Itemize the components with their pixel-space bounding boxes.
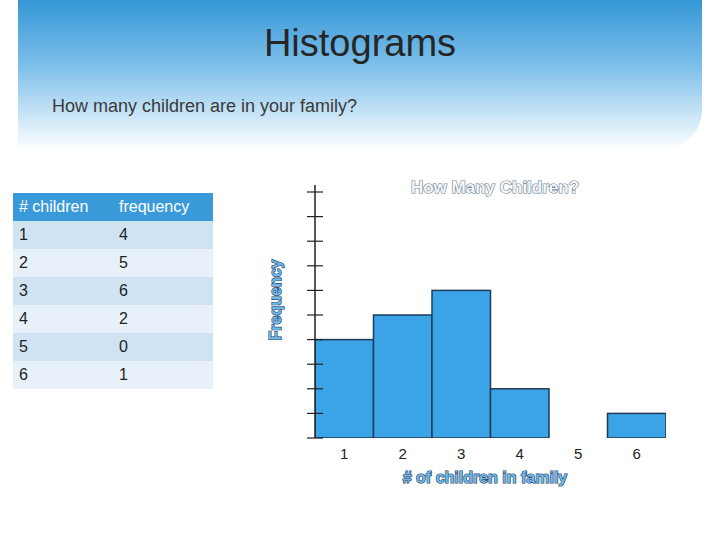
- table-cell: 5: [13, 333, 113, 361]
- table-cell: 6: [13, 361, 113, 389]
- y-tick: [307, 290, 323, 291]
- histogram-bar: [549, 437, 608, 438]
- bars: [315, 290, 666, 438]
- slide-title: Histograms: [0, 22, 720, 65]
- y-axis-label: Frequency: [267, 259, 284, 340]
- histogram-bar: [374, 315, 433, 438]
- y-tick: [307, 388, 323, 389]
- x-tick-label: 3: [457, 445, 465, 462]
- y-tick: [307, 413, 323, 414]
- header-cell: # children: [13, 193, 113, 221]
- histogram-bar: [491, 389, 550, 438]
- table-header: # childrenfrequency: [13, 193, 213, 221]
- table-row: 25: [13, 249, 213, 277]
- table-cell: 6: [113, 277, 213, 305]
- x-tick-label: 5: [574, 445, 582, 462]
- y-tick: [307, 241, 323, 242]
- table-cell: 5: [113, 249, 213, 277]
- table-row: 61: [13, 361, 213, 389]
- x-axis-label: # of children in family: [403, 469, 568, 486]
- y-tick: [307, 364, 323, 365]
- x-tick-label: 6: [633, 445, 641, 462]
- table-cell: 0: [113, 333, 213, 361]
- table-row: 50: [13, 333, 213, 361]
- y-tick: [307, 437, 323, 438]
- table-row: 14: [13, 221, 213, 249]
- table-cell: 2: [113, 305, 213, 333]
- chart: 123456How Many Children?# of children in…: [0, 0, 720, 540]
- histogram-bar: [608, 413, 667, 438]
- table-cell: 1: [113, 361, 213, 389]
- histogram-bar: [315, 340, 374, 438]
- x-tick-label: 4: [516, 445, 524, 462]
- table-row: 36: [13, 277, 213, 305]
- table-cell: 3: [13, 277, 113, 305]
- frequency-table: # childrenfrequency142536425061: [13, 193, 213, 389]
- y-tick: [307, 314, 323, 315]
- x-tick-label: 2: [399, 445, 407, 462]
- table-cell: 2: [13, 249, 113, 277]
- table-cell: 4: [13, 305, 113, 333]
- y-axis-line: [314, 185, 316, 438]
- x-tick-label: 1: [340, 445, 348, 462]
- question: How many children are in your family?: [52, 96, 357, 117]
- y-tick: [307, 191, 323, 192]
- y-tick: [307, 216, 323, 217]
- chart-title: How Many Children?: [411, 178, 579, 197]
- table-cell: 1: [13, 221, 113, 249]
- table-cell: 4: [113, 221, 213, 249]
- header-cell: frequency: [113, 193, 213, 221]
- histogram-bar: [432, 290, 491, 438]
- y-tick: [307, 265, 323, 266]
- table-row: 42: [13, 305, 213, 333]
- y-tick: [307, 339, 323, 340]
